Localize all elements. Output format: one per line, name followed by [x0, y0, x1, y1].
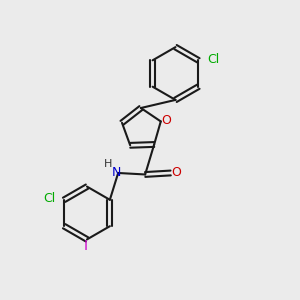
Text: Cl: Cl: [207, 52, 219, 66]
Text: I: I: [83, 239, 88, 253]
Text: N: N: [112, 167, 121, 179]
Text: O: O: [171, 167, 181, 179]
Text: O: O: [161, 114, 171, 127]
Text: H: H: [104, 159, 113, 169]
Text: Cl: Cl: [44, 192, 56, 205]
